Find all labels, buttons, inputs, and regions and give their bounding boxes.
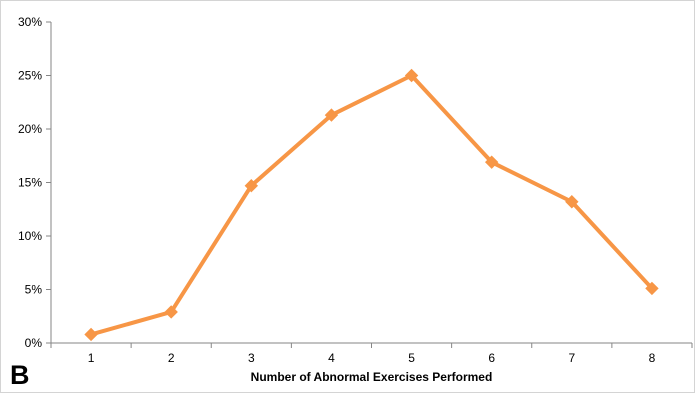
data-point-marker [404,68,419,83]
y-tick-label: 15% [18,176,42,190]
data-point-marker [565,195,579,209]
y-tick-label: 30% [18,15,42,29]
series-line [89,73,654,337]
x-tick-label: 7 [568,351,575,365]
data-point-marker [324,108,339,122]
x-tick-label: 4 [328,351,335,365]
x-tick-label: 2 [168,351,175,365]
x-tick-label: 6 [488,351,495,365]
data-point-marker [244,179,259,193]
x-axis-title: Number of Abnormal Exercises Performed [251,370,493,384]
y-axis: 0% 5% 10% 15% 20% 25% 30% [18,15,52,350]
x-tick-label: 1 [88,351,95,365]
x-tick-label: 5 [408,351,415,365]
y-tick-label: 10% [18,229,42,243]
y-tick-label: 20% [18,122,42,136]
x-axis: 1 2 3 4 5 6 7 8 [50,342,693,365]
y-tick-label: 25% [18,69,42,83]
data-point-marker [84,327,98,342]
data-point-marker [164,305,178,319]
y-tick-label: 0% [25,336,43,350]
data-series [84,68,659,342]
y-tick-label: 5% [25,283,43,297]
x-tick-label: 8 [649,351,656,365]
panel-label: B [10,360,30,390]
x-tick-label: 3 [248,351,255,365]
data-point-marker [645,281,659,296]
data-point-marker [484,155,499,169]
